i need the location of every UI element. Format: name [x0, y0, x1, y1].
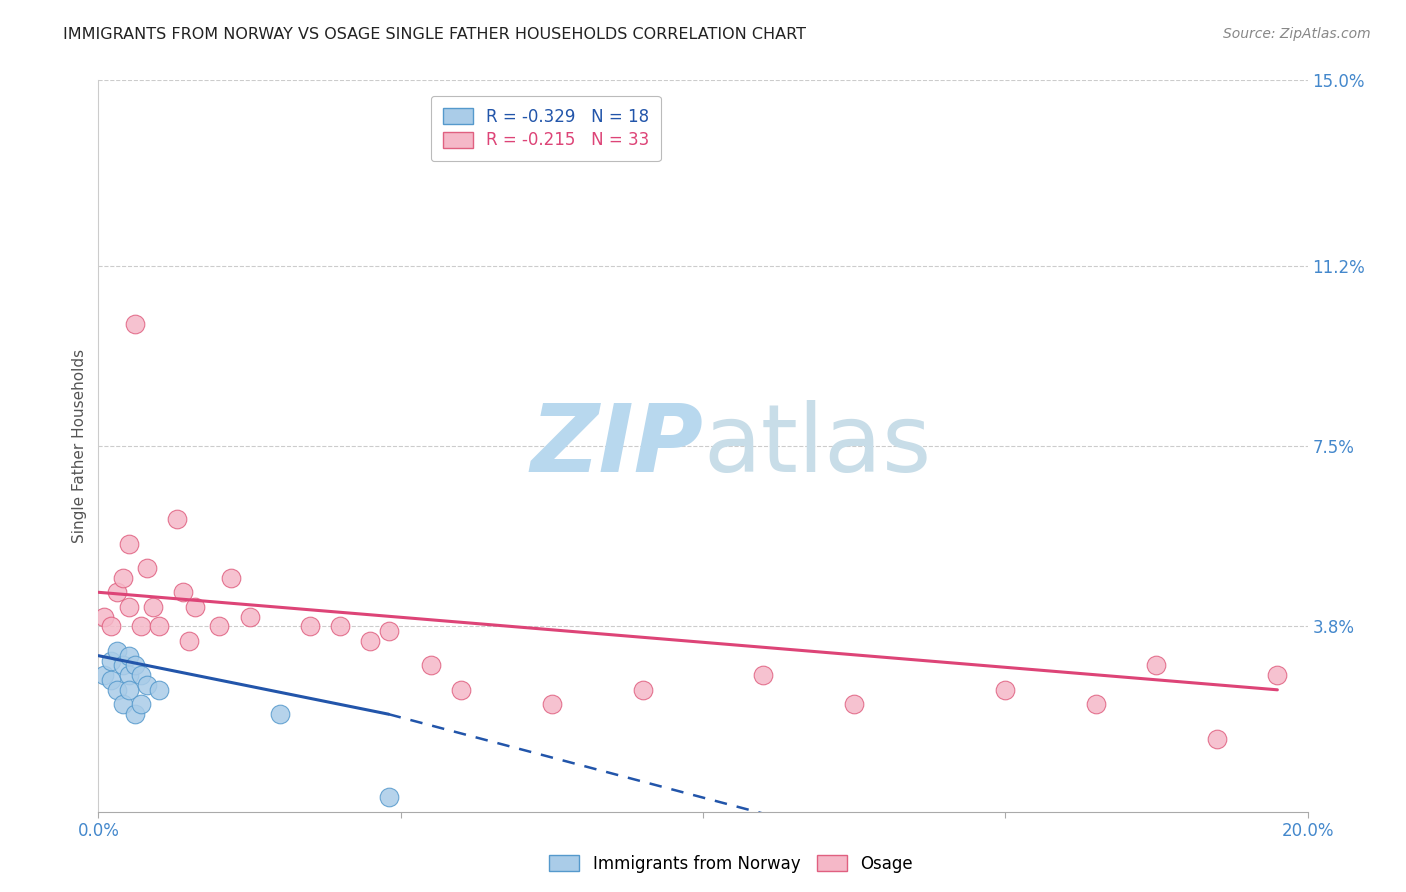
Point: [360, 634, 382, 648]
Point: [118, 536, 141, 550]
Point: [329, 619, 352, 633]
Point: [752, 668, 775, 682]
Point: [269, 707, 291, 722]
Point: [100, 654, 122, 668]
Point: [420, 658, 443, 673]
Point: [129, 668, 152, 682]
Point: [994, 682, 1017, 697]
Point: [111, 698, 134, 712]
Point: [844, 698, 866, 712]
Point: [221, 571, 243, 585]
Legend: Immigrants from Norway, Osage: Immigrants from Norway, Osage: [543, 848, 920, 880]
Y-axis label: Single Father Households: Single Father Households: [72, 349, 87, 543]
Point: [1206, 731, 1229, 746]
Point: [93, 668, 115, 682]
Point: [118, 599, 141, 614]
Point: [377, 624, 399, 639]
Point: [118, 668, 141, 682]
Point: [1267, 668, 1289, 682]
Point: [1144, 658, 1167, 673]
Point: [118, 648, 141, 663]
Point: [142, 599, 165, 614]
Point: [105, 682, 128, 697]
Point: [100, 673, 122, 687]
Point: [239, 609, 262, 624]
Point: [179, 634, 201, 648]
Point: [118, 682, 141, 697]
Point: [377, 790, 399, 805]
Point: [129, 698, 152, 712]
Point: [111, 658, 134, 673]
Text: Source: ZipAtlas.com: Source: ZipAtlas.com: [1223, 27, 1371, 41]
Point: [100, 619, 122, 633]
Text: ZIP: ZIP: [530, 400, 703, 492]
Text: atlas: atlas: [703, 400, 931, 492]
Point: [540, 698, 562, 712]
Point: [1085, 698, 1108, 712]
Point: [172, 585, 194, 599]
Point: [124, 658, 146, 673]
Point: [135, 561, 157, 575]
Point: [111, 571, 134, 585]
Point: [124, 707, 146, 722]
Point: [184, 599, 207, 614]
Point: [148, 619, 170, 633]
Point: [135, 678, 157, 692]
Point: [93, 609, 115, 624]
Text: IMMIGRANTS FROM NORWAY VS OSAGE SINGLE FATHER HOUSEHOLDS CORRELATION CHART: IMMIGRANTS FROM NORWAY VS OSAGE SINGLE F…: [63, 27, 806, 42]
Point: [105, 585, 128, 599]
Point: [299, 619, 322, 633]
Point: [166, 512, 188, 526]
Point: [631, 682, 654, 697]
Point: [450, 682, 472, 697]
Legend: R = -0.329   N = 18, R = -0.215   N = 33: R = -0.329 N = 18, R = -0.215 N = 33: [430, 96, 661, 161]
Point: [124, 317, 146, 331]
Point: [148, 682, 170, 697]
Point: [105, 644, 128, 658]
Point: [208, 619, 231, 633]
Point: [129, 619, 152, 633]
